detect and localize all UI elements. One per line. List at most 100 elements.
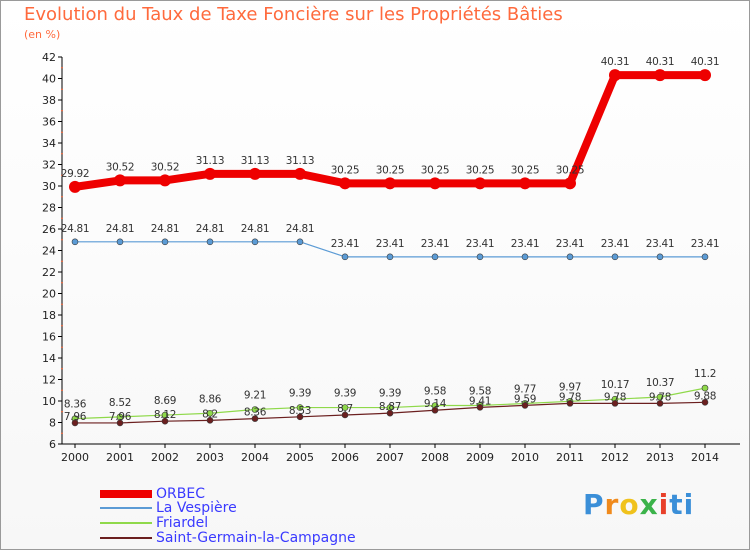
data-point-la-vespiere <box>386 253 394 261</box>
legend-swatch-friardel <box>100 521 152 524</box>
data-label-friardel: 9.58 <box>424 386 446 398</box>
data-label-orbec: 31.13 <box>241 155 270 167</box>
data-label-saint-germain: 9.78 <box>604 391 626 403</box>
data-label-saint-germain: 7.96 <box>109 411 132 423</box>
y-tick-label: 38 <box>42 94 56 107</box>
data-label-friardel: 10.37 <box>646 377 675 389</box>
unit-label: (en %) <box>24 28 61 41</box>
x-tick-label: 2000 <box>61 451 89 464</box>
data-point-saint-germain <box>71 419 79 427</box>
data-point-saint-germain <box>431 406 439 414</box>
data-label-orbec: 31.13 <box>286 155 315 167</box>
y-tick-label: 14 <box>42 352 56 365</box>
data-point-la-vespiere <box>431 253 439 261</box>
data-label-la-vespiere: 23.41 <box>466 238 495 250</box>
data-label-saint-germain: 9.41 <box>469 395 491 407</box>
data-labels-layer: 29.92 30.52 30.52 31.13 31.13 31.13 30.25 30.25… <box>61 56 720 423</box>
data-point-orbec <box>249 167 261 180</box>
data-label-friardel: 9.39 <box>334 388 356 400</box>
data-point-la-vespiere <box>116 238 124 246</box>
data-point-orbec <box>114 174 126 187</box>
data-point-la-vespiere <box>206 238 214 246</box>
data-point-friardel <box>251 406 259 413</box>
data-label-saint-germain: 8.36 <box>244 407 267 419</box>
data-point-orbec <box>564 177 576 190</box>
data-label-saint-germain: 7.96 <box>64 411 87 423</box>
x-tick-label: 2001 <box>106 451 134 464</box>
data-label-la-vespiere: 23.41 <box>421 238 450 250</box>
y-tick-label: 20 <box>42 288 56 301</box>
data-point-la-vespiere <box>341 253 349 261</box>
data-point-saint-germain <box>116 419 124 427</box>
data-label-orbec: 40.31 <box>646 56 675 68</box>
data-label-orbec: 30.25 <box>331 164 360 176</box>
x-tick-label: 2014 <box>691 451 719 464</box>
y-tick-label: 28 <box>42 202 56 215</box>
data-label-la-vespiere: 24.81 <box>106 223 135 235</box>
data-label-friardel: 9.39 <box>379 388 401 400</box>
data-label-orbec: 30.25 <box>466 164 495 176</box>
y-tick-label: 8 <box>49 417 56 430</box>
data-label-friardel: 9.77 <box>514 383 536 395</box>
data-label-orbec: 31.13 <box>196 155 225 167</box>
data-point-orbec <box>69 180 81 193</box>
y-tick-label: 32 <box>42 159 56 172</box>
data-point-la-vespiere <box>701 253 709 261</box>
data-point-saint-germain <box>161 417 169 425</box>
y-tick-label: 26 <box>42 223 56 236</box>
y-tick-label: 36 <box>42 116 56 129</box>
data-label-la-vespiere: 24.81 <box>151 223 180 235</box>
data-label-saint-germain: 8.87 <box>379 401 401 413</box>
data-label-orbec: 30.25 <box>421 164 450 176</box>
legend-item-la-vespiere: La Vespière <box>100 500 237 516</box>
data-point-orbec <box>474 177 486 190</box>
data-label-orbec: 30.25 <box>376 164 405 176</box>
proxiti-logo: Proxiti <box>583 488 695 521</box>
data-label-saint-germain: 8.2 <box>202 408 218 420</box>
data-label-friardel: 9.39 <box>289 388 311 400</box>
y-tick-label: 24 <box>42 245 56 258</box>
data-label-friardel: 9.58 <box>469 386 491 398</box>
data-label-friardel: 9.97 <box>559 381 581 393</box>
legend-item-friardel: Friardel <box>100 514 209 531</box>
data-point-saint-germain <box>206 417 214 424</box>
y-tick-label: 12 <box>42 374 56 387</box>
data-label-friardel: 8.69 <box>154 395 176 407</box>
data-label-la-vespiere: 23.41 <box>376 238 405 250</box>
x-tick-label: 2007 <box>376 451 404 464</box>
data-label-la-vespiere: 24.81 <box>196 223 225 235</box>
data-label-la-vespiere: 24.81 <box>241 223 270 235</box>
series-layer <box>69 69 711 427</box>
data-label-friardel: 11.2 <box>694 368 716 380</box>
data-label-saint-germain: 9.88 <box>694 390 716 402</box>
legend-label-orbec: ORBEC <box>156 485 205 502</box>
x-tick-label: 2005 <box>286 451 314 464</box>
y-tick-label: 6 <box>49 438 56 451</box>
y-tick-label: 22 <box>42 266 56 279</box>
data-label-friardel: 8.52 <box>109 397 131 409</box>
data-label-saint-germain: 8.7 <box>337 403 353 415</box>
legend-swatch-la-vespiere <box>100 506 152 509</box>
y-tick-label: 18 <box>42 309 56 322</box>
legend-label-friardel: Friardel <box>156 514 209 531</box>
data-point-la-vespiere <box>476 253 484 261</box>
data-label-saint-germain: 8.12 <box>154 409 176 421</box>
data-point-orbec <box>519 177 531 190</box>
data-label-orbec: 30.52 <box>106 161 135 173</box>
data-point-la-vespiere <box>71 238 79 246</box>
data-label-saint-germain: 9.59 <box>514 393 536 405</box>
data-point-orbec <box>609 69 621 82</box>
data-point-saint-germain <box>386 409 394 417</box>
data-point-friardel <box>206 409 214 417</box>
x-tick-label: 2003 <box>196 451 224 464</box>
data-label-la-vespiere: 23.41 <box>331 238 360 250</box>
data-label-la-vespiere: 23.41 <box>601 238 630 250</box>
data-label-saint-germain: 9.78 <box>559 391 581 403</box>
y-tick-label: 30 <box>42 180 56 193</box>
data-point-la-vespiere <box>296 238 304 246</box>
y-tick-label: 42 <box>42 51 56 64</box>
data-point-la-vespiere <box>656 253 664 261</box>
data-label-orbec: 40.31 <box>691 56 720 68</box>
